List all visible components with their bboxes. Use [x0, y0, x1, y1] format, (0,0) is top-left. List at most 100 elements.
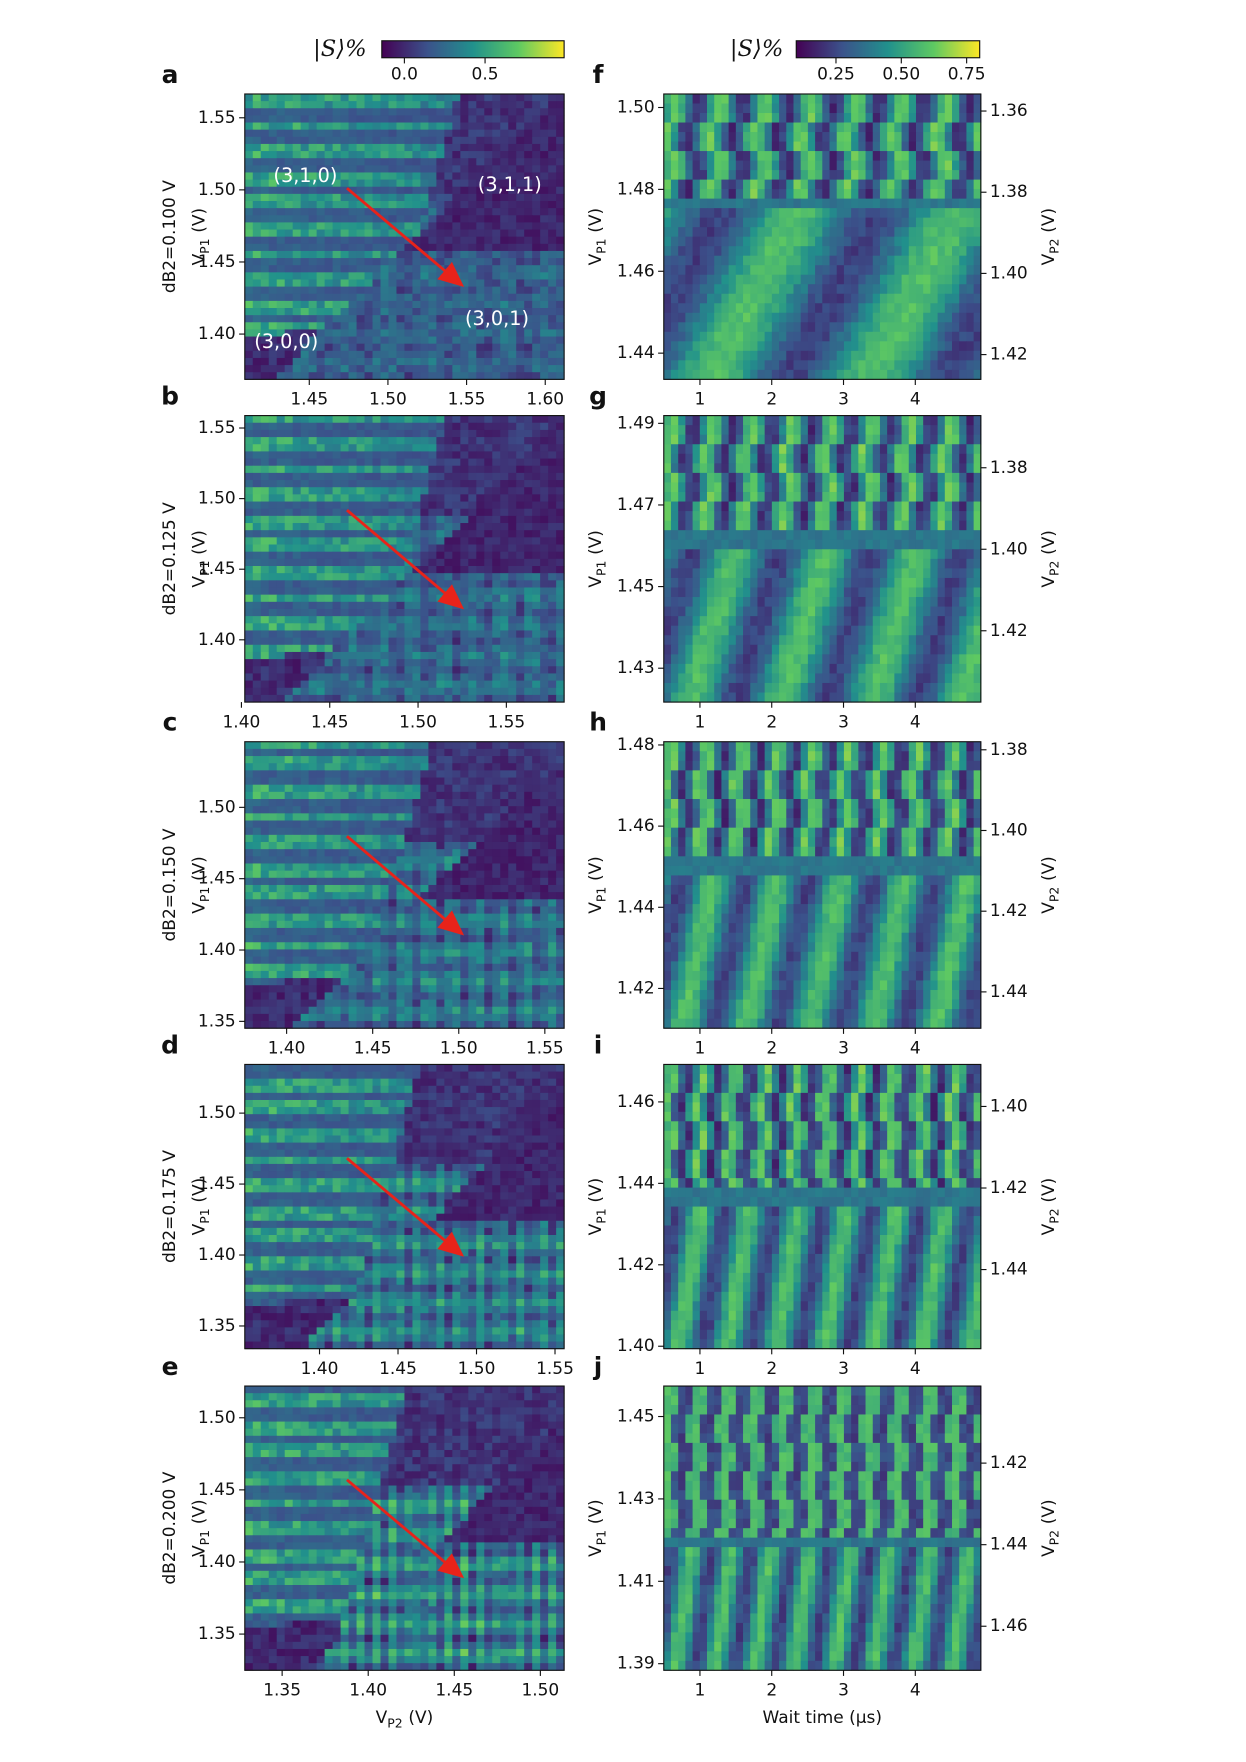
heatmap-cell — [556, 136, 565, 145]
heatmap-cell — [244, 770, 254, 778]
heatmap-cell — [532, 444, 541, 452]
heatmap-cell — [484, 770, 493, 778]
heatmap-cell — [292, 856, 302, 864]
heatmap-cell — [404, 365, 413, 373]
heatmap-cell — [316, 806, 326, 814]
heatmap-cell — [292, 999, 302, 1008]
heatmap-cell — [516, 985, 525, 993]
heatmap-cell — [452, 644, 461, 653]
heatmap-cell — [396, 523, 405, 531]
heatmap-cell — [372, 659, 381, 667]
heatmap-cell — [404, 229, 413, 238]
heatmap-cell — [372, 458, 381, 467]
heatmap-cell — [252, 594, 262, 603]
heatmap-cell — [364, 694, 373, 703]
heatmap-cell — [324, 136, 334, 145]
heatmap-cell — [332, 158, 342, 166]
heatmap-cell — [420, 215, 429, 223]
heatmap-cell — [540, 179, 549, 188]
heatmap-cell — [252, 222, 262, 230]
heatmap-cell — [532, 537, 541, 545]
heatmap-cell — [324, 784, 334, 793]
heatmap-cell — [292, 365, 302, 373]
heatmap-cell — [492, 870, 501, 879]
heatmap-cell — [316, 551, 326, 560]
heatmap-cell — [260, 243, 270, 252]
heatmap-cell — [348, 487, 358, 495]
heatmap-cell — [460, 429, 469, 438]
heatmap-cell — [284, 566, 294, 574]
heatmap-cell — [548, 756, 557, 764]
heatmap-cell — [516, 494, 525, 502]
heatmap-cell — [284, 856, 294, 864]
heatmap-cell — [300, 501, 310, 510]
heatmap-cell — [468, 523, 477, 531]
heatmap-cell — [404, 523, 413, 531]
heatmap-cell — [260, 208, 270, 216]
heatmap-cell — [388, 1078, 397, 1087]
heatmap-cell — [292, 666, 302, 674]
heatmap-cell — [524, 494, 533, 502]
heatmap-cell — [436, 856, 445, 864]
heatmap-cell — [300, 573, 310, 581]
heatmap-cell — [396, 265, 405, 273]
heatmap-cell — [468, 530, 477, 538]
heatmap-cell — [292, 863, 302, 872]
heatmap-cell — [540, 741, 549, 750]
heatmap-cell — [252, 208, 262, 216]
heatmap-cell — [460, 108, 469, 116]
heatmap-cell — [308, 799, 318, 807]
heatmap-cell — [428, 587, 437, 596]
heatmap-cell — [556, 616, 565, 624]
heatmap-cell — [492, 108, 501, 116]
heatmap-cell — [372, 300, 381, 309]
heatmap-cell — [532, 108, 541, 116]
heatmap-cell — [268, 630, 278, 639]
heatmap-cell — [340, 258, 350, 266]
heatmap-cell — [420, 920, 429, 929]
heatmap-cell — [484, 437, 493, 445]
heatmap-cell — [260, 172, 270, 181]
heatmap-cell — [300, 336, 310, 345]
heatmap-cell — [364, 422, 373, 431]
heatmap-cell — [444, 799, 453, 807]
heatmap-cell — [524, 748, 533, 757]
heatmap-cell — [380, 920, 389, 929]
heatmap-cell — [444, 1006, 453, 1015]
heatmap-cell — [380, 336, 389, 345]
heatmap-cell — [308, 487, 318, 495]
heatmap-cell — [268, 515, 278, 524]
heatmap-cell — [476, 770, 485, 778]
heatmap-cell — [388, 494, 397, 502]
heatmap-cell — [276, 300, 286, 309]
heatmap-cell — [436, 1064, 445, 1073]
heatmap-cell — [340, 949, 350, 958]
heatmap-cell — [460, 863, 469, 872]
heatmap-cell — [364, 101, 373, 109]
heatmap-cell — [532, 587, 541, 596]
heatmap-cell — [260, 501, 270, 510]
heatmap-cell — [516, 806, 525, 814]
heatmap-cell — [316, 480, 326, 488]
heatmap-cell — [244, 236, 254, 245]
heatmap-cell — [540, 222, 549, 230]
heatmap-cell — [484, 279, 493, 288]
heatmap-cell — [332, 487, 342, 495]
heatmap-cell — [540, 913, 549, 922]
heatmap-cell — [476, 437, 485, 445]
heatmap-cell — [420, 322, 429, 330]
heatmap-cell — [332, 1006, 342, 1015]
heatmap-cell — [316, 999, 326, 1008]
heatmap-cell — [516, 956, 525, 965]
heatmap-cell — [284, 372, 294, 380]
heatmap-cell — [332, 101, 342, 109]
heatmap-cell — [436, 827, 445, 836]
heatmap-cell — [436, 813, 445, 821]
heatmap-cell — [444, 437, 453, 445]
heatmap-cell — [532, 906, 541, 915]
heatmap-cell — [548, 143, 557, 152]
heatmap-cell — [532, 523, 541, 531]
heatmap-cell — [404, 329, 413, 337]
heatmap-cell — [276, 899, 286, 907]
heatmap-cell — [340, 741, 350, 750]
